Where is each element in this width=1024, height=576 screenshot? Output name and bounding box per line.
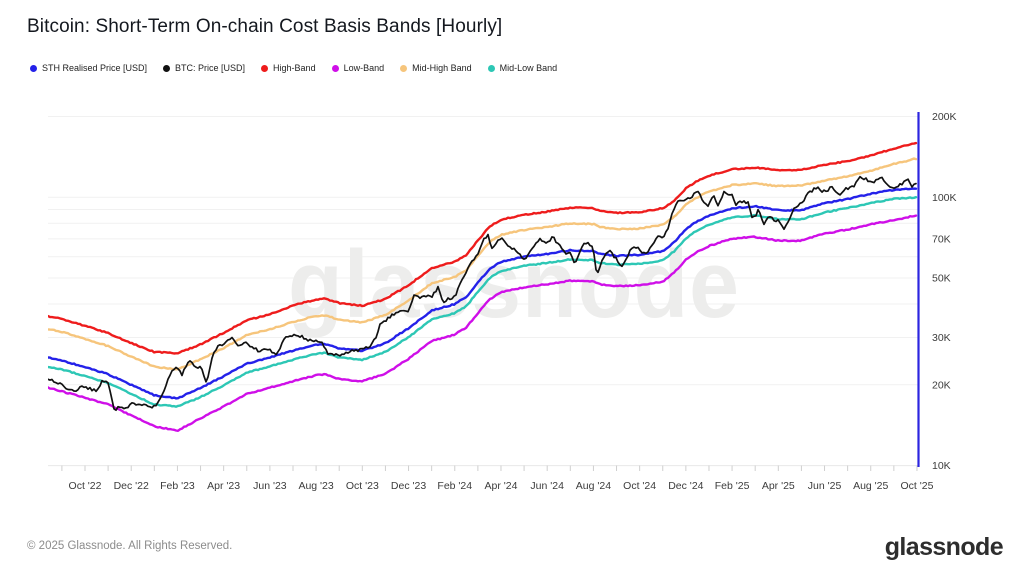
chart-legend: STH Realised Price [USD] BTC: Price [USD]… [30,63,557,73]
x-tick-label: Aug '24 [576,480,611,492]
y-tick-label: 20K [932,379,951,391]
legend-item-mid-low-band[interactable]: Mid-Low Band [487,63,558,73]
legend-color-dot [163,64,171,72]
x-tick-label: Apr '25 [762,480,795,492]
x-tick-label: Apr '24 [485,480,518,492]
series-line-high-band [48,141,918,355]
legend-color-dot [400,64,408,72]
x-tick-label: Oct '22 [69,480,102,492]
y-tick-label: 30K [932,332,951,344]
legend-label: Mid-Low Band [499,63,558,73]
series-line-sth-realised-price-usd [48,187,918,400]
x-tick-label: Aug '25 [853,480,888,492]
y-tick-label: 10K [932,460,951,472]
x-tick-label: Oct '23 [346,480,379,492]
x-tick-label: Dec '23 [391,480,426,492]
x-tick-label: Apr '23 [207,480,240,492]
x-tick-label: Oct '24 [623,480,656,492]
legend-item-high-band[interactable]: High-Band [261,63,316,73]
legend-item-sth-realised-price-usd[interactable]: STH Realised Price [USD] [30,63,147,73]
series-line-btc-price-usd [48,175,917,412]
x-tick-label: Jun '23 [253,480,287,492]
x-tick-label: Oct '25 [900,480,933,492]
legend-label: Mid-High Band [412,63,472,73]
x-tick-label: Feb '23 [160,480,195,492]
y-tick-label: 200K [932,111,957,123]
legend-item-btc-price-usd[interactable]: BTC: Price [USD] [163,63,245,73]
legend-label: Low-Band [343,63,385,73]
x-tick-label: Dec '22 [114,480,149,492]
glassnode-logo: glassnode [884,533,1004,561]
x-tick-label: Jun '25 [808,480,842,492]
legend-color-dot [30,64,37,72]
legend-item-mid-high-band[interactable]: Mid-High Band [400,63,472,73]
copyright-text: © 2025 Glassnode. All Rights Reserved. [27,540,233,552]
x-tick-label: Feb '25 [715,480,750,492]
series-line-low-band [48,214,918,432]
x-tick-label: Aug '23 [298,480,333,492]
x-tick-label: Dec '24 [668,480,703,492]
legend-label: BTC: Price [USD] [175,63,246,73]
legend-color-dot [331,64,339,72]
y-tick-label: 100K [932,192,957,204]
legend-color-dot [261,64,269,72]
x-tick-label: Jun '24 [530,480,564,492]
y-tick-label: 50K [932,273,951,285]
legend-label: High-Band [273,63,316,73]
page-title: Bitcoin: Short-Term On-chain Cost Basis … [27,16,503,37]
series-line-mid-low-band [48,196,918,408]
x-tick-label: Feb '24 [437,480,472,492]
legend-label: STH Realised Price [USD] [42,63,148,73]
legend-item-low-band[interactable]: Low-Band [331,63,385,73]
legend-color-dot [487,64,495,72]
y-tick-label: 70K [932,233,951,245]
